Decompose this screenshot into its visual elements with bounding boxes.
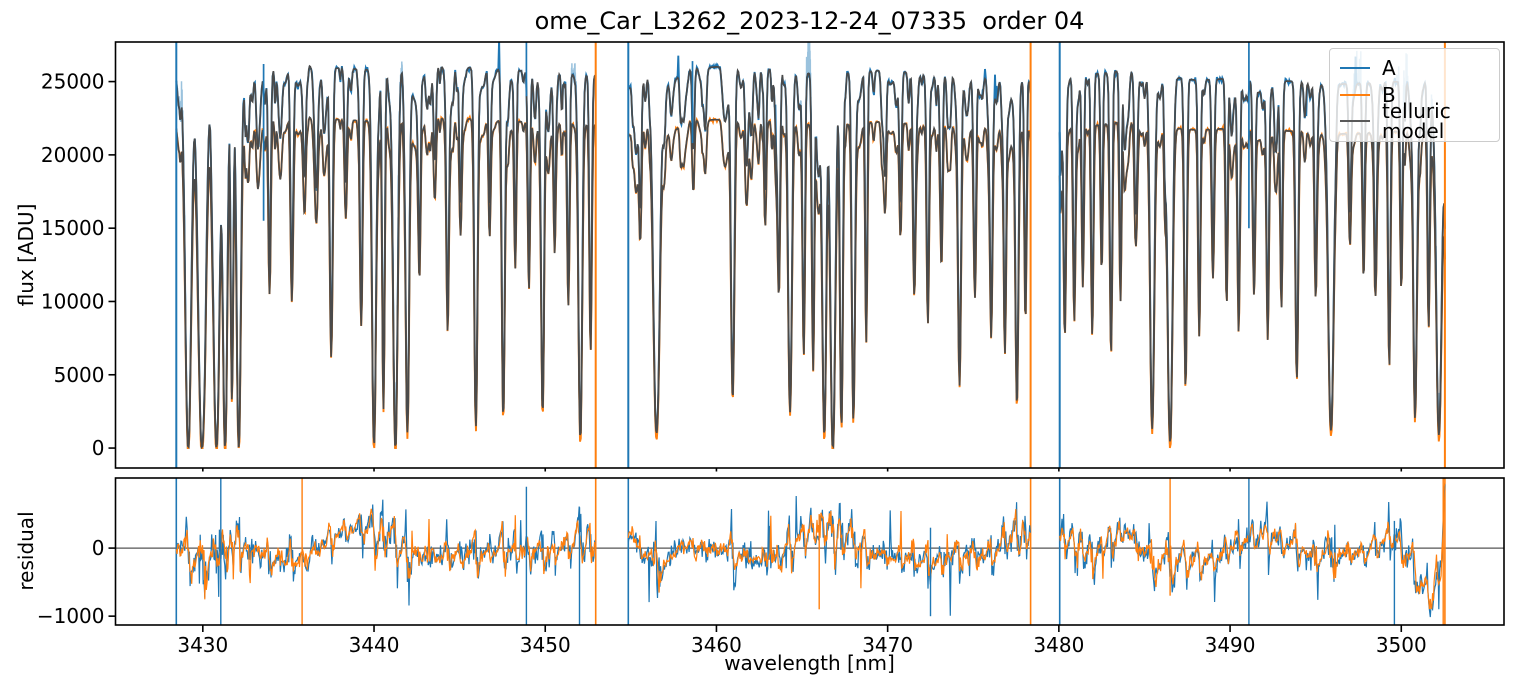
- legend-label-a: A: [1382, 56, 1396, 81]
- flux-y-tick-label: 15000: [41, 216, 105, 240]
- plot-title: ome_Car_L3262_2023-12-24_07335 order 04: [534, 7, 1085, 35]
- residual-b-path: [175, 482, 1446, 610]
- legend: A B telluric model: [1329, 48, 1500, 142]
- flux-y-tick-label: 5000: [54, 363, 105, 387]
- legend-line-a-swatch: [1340, 67, 1370, 70]
- legend-item-b: B: [1340, 82, 1491, 109]
- residual-y-tick-label: −1000: [37, 604, 105, 628]
- flux-y-tick-label: 25000: [41, 70, 105, 94]
- residual-y-tick-label: 0: [92, 536, 105, 560]
- residual-axes-data: [115, 478, 1504, 625]
- wavelength-tick-label: 3460: [691, 633, 742, 657]
- flux-y-tick-label: 10000: [41, 289, 105, 313]
- wavelength-axis-label: wavelength [nm]: [724, 651, 895, 675]
- flux-y-tick-label: 0: [92, 436, 105, 460]
- residual-a-path: [176, 483, 1446, 618]
- residual-axes-frame: [114, 477, 1505, 626]
- legend-item-telluric-model: telluric model: [1340, 101, 1491, 141]
- legend-label-b: B: [1382, 82, 1396, 107]
- telluric-model-b-path: [175, 116, 1446, 449]
- wavelength-tick-label: 3440: [349, 633, 400, 657]
- wavelength-tick-label: 3490: [1205, 633, 1256, 657]
- flux-axes-frame: [114, 41, 1505, 469]
- wavelength-tick-label: 3480: [1033, 633, 1084, 657]
- flux-y-tick-label: 20000: [41, 143, 105, 167]
- legend-line-telluric-swatch: [1340, 120, 1370, 123]
- flux-axis-label: flux [ADU]: [14, 203, 38, 307]
- wavelength-tick-label: 3430: [177, 633, 228, 657]
- wavelength-tick-label: 3470: [862, 633, 913, 657]
- residual-axis-label: residual: [14, 511, 38, 591]
- wavelength-tick-label: 3450: [520, 633, 571, 657]
- legend-line-b-swatch: [1340, 93, 1370, 96]
- wavelength-tick-label: 3500: [1376, 633, 1427, 657]
- legend-item-a: A: [1340, 55, 1491, 82]
- legend-label-telluric: telluric model: [1382, 99, 1451, 144]
- flux-axes-data: [175, 42, 1446, 468]
